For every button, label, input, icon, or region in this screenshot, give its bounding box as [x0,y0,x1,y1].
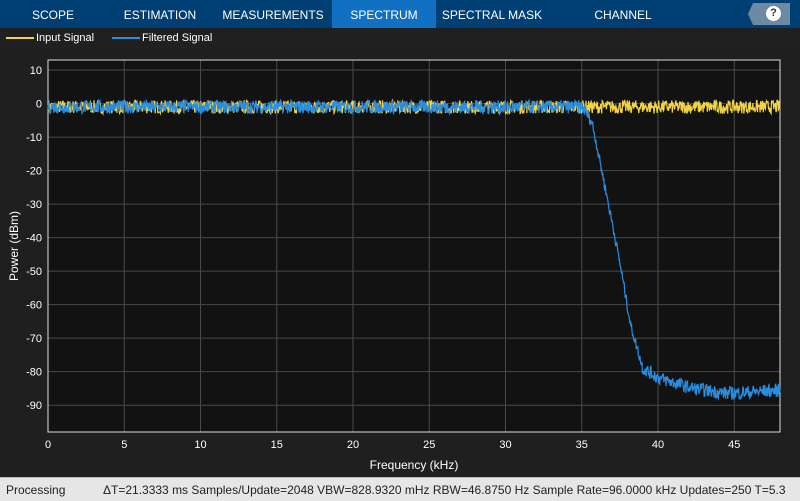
question-mark-icon: ? [766,6,781,21]
status-state: Processing [6,483,66,497]
plot-border [47,59,781,433]
y-tick-label: -30 [26,199,42,211]
legend-item-input[interactable]: Input Signal [6,32,94,44]
y-tick-label: 0 [36,99,42,111]
x-axis-label: Frequency (kHz) [370,458,459,472]
x-tick-label: 30 [499,439,511,451]
spectrum-plot: 0 5 10 15 20 25 30 35 40 45 10 0 -10 -20 -30 -40 -50 -60 -… [7,59,781,472]
x-tick-label: 40 [652,439,664,451]
y-axis-label: Power (dBm) [7,211,21,281]
y-tick-label: -20 [26,166,42,178]
x-tick-label: 0 [45,439,51,451]
tab-scope[interactable]: SCOPE [31,8,74,22]
tab-channel-measurements[interactable]: CHANNEL MEASUREMENTS [572,8,673,52]
legend-label: Input Signal [36,32,95,44]
x-tick-label: 15 [271,439,283,451]
x-tick-label: 20 [347,439,359,451]
x-tick-label: 5 [121,439,127,451]
tab-bar: SCOPE ESTIMATION MEASUREMENTS SPECTRUM SPECT… [0,0,800,52]
legend-item-filtered[interactable]: Filtered Signal [112,32,212,44]
tab-spectrum[interactable]: SPECTRUM [332,0,436,28]
tab-estimation[interactable]: ESTIMATION [123,8,197,22]
y-tick-label: -10 [26,132,42,144]
tab-measurements[interactable]: MEASUREMENTS [222,8,324,22]
legend-label: Filtered Signal [142,32,213,44]
x-tick-label: 10 [194,439,206,451]
status-metrics: ΔT=21.3333 ms Samples/Update=2048 VBW=82… [103,483,786,497]
y-tick-label: -50 [26,266,42,278]
x-tick-label: 25 [423,439,435,451]
filtered-signal-line [47,98,781,401]
y-tick-label: -40 [26,233,42,245]
plot-area [48,60,780,432]
legend: Input Signal Filtered Signal [0,28,800,50]
y-tick-label: -70 [26,333,42,345]
x-tick-label: 35 [576,439,588,451]
status-bar: Processing ΔT=21.3333 ms Samples/Update=… [0,477,800,501]
help-button[interactable]: ? [748,3,790,25]
x-tick-label: 45 [728,439,740,451]
y-tick-label: -60 [26,300,42,312]
y-tick-label: -90 [26,400,42,412]
y-tick-label: -80 [26,367,42,379]
tab-spectral-mask[interactable]: SPECTRAL MASK [441,8,543,22]
y-tick-label: 10 [30,65,42,77]
